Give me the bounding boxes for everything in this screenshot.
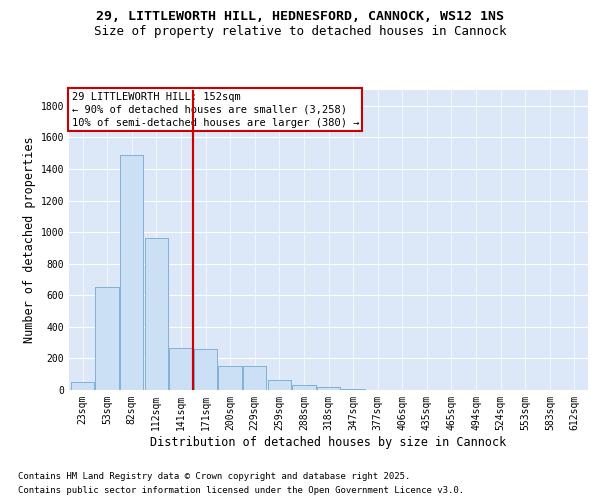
Bar [341, 389, 365, 390]
Bar [145, 238, 168, 390]
Bar [243, 366, 266, 390]
Bar [218, 366, 242, 390]
Bar [243, 366, 266, 390]
Bar [194, 349, 217, 390]
Text: Size of property relative to detached houses in Cannock: Size of property relative to detached ho… [94, 24, 506, 38]
Bar [71, 382, 94, 390]
Bar [268, 380, 291, 390]
Text: Contains public sector information licensed under the Open Government Licence v3: Contains public sector information licen… [18, 486, 464, 495]
Bar [218, 366, 242, 390]
Bar [317, 387, 340, 390]
Text: 29 LITTLEWORTH HILL: 152sqm
← 90% of detached houses are smaller (3,258)
10% of : 29 LITTLEWORTH HILL: 152sqm ← 90% of det… [71, 92, 359, 128]
Bar [292, 386, 316, 390]
Bar [120, 154, 143, 390]
Bar [317, 387, 340, 390]
Bar [292, 386, 316, 390]
Bar [169, 348, 193, 390]
Text: Contains HM Land Registry data © Crown copyright and database right 2025.: Contains HM Land Registry data © Crown c… [18, 472, 410, 481]
Bar [120, 154, 143, 390]
Bar [194, 349, 217, 390]
Bar [341, 389, 365, 390]
Bar [95, 288, 119, 390]
Y-axis label: Number of detached properties: Number of detached properties [23, 136, 37, 344]
Bar [145, 238, 168, 390]
Bar [268, 380, 291, 390]
Text: 29, LITTLEWORTH HILL, HEDNESFORD, CANNOCK, WS12 1NS: 29, LITTLEWORTH HILL, HEDNESFORD, CANNOC… [96, 10, 504, 22]
Bar [169, 348, 193, 390]
Bar [71, 382, 94, 390]
X-axis label: Distribution of detached houses by size in Cannock: Distribution of detached houses by size … [151, 436, 506, 448]
Bar [95, 288, 119, 390]
